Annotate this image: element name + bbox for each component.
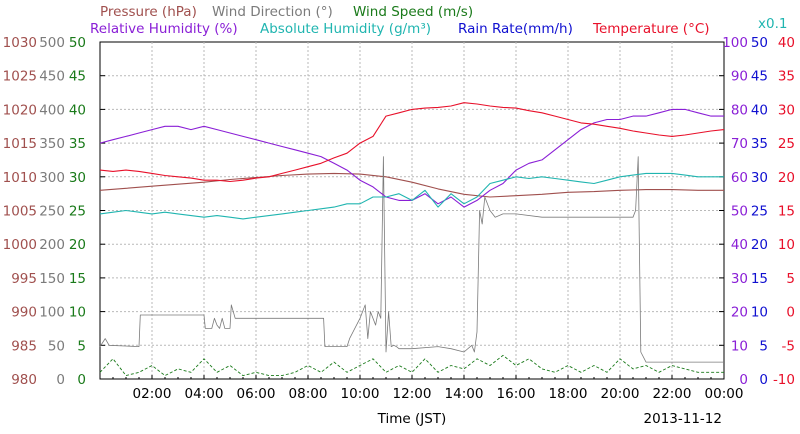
y-tick-label-rain-rate: 15: [751, 271, 768, 287]
y-tick-label-wind-direction: 100: [39, 305, 65, 321]
y-tick-label-temperature: -5: [782, 338, 795, 354]
x-tick-label: 14:00: [445, 386, 484, 402]
y-tick-label-temperature: -10: [773, 372, 795, 388]
x-tick-label: 02:00: [133, 386, 172, 402]
x-tick-label: 10:00: [341, 386, 380, 402]
y-tick-label-relative-humidity: 50: [731, 204, 748, 220]
y-tick-label-pressure: 980: [11, 372, 37, 388]
chart-date: 2013-11-12: [644, 411, 722, 427]
y-tick-label-pressure: 1015: [3, 136, 37, 152]
grid: [100, 42, 724, 379]
legend-wind-speed: Wind Speed (m/s): [353, 4, 473, 20]
x-tick-label: 12:00: [393, 386, 432, 402]
legend: Pressure (hPa) Wind Direction (°) Wind S…: [90, 4, 787, 37]
legend-multiplier: x0.1: [758, 16, 787, 32]
x-tick-label: 08:00: [289, 386, 328, 402]
y-tick-label-pressure: 1005: [3, 204, 37, 220]
y-tick-label-wind-speed: 20: [69, 237, 86, 253]
x-tick-label: 16:00: [497, 386, 536, 402]
legend-absolute-humidity: Absolute Humidity (g/m³): [260, 21, 431, 37]
y-tick-label-temperature: 0: [786, 305, 795, 321]
y-tick-label-relative-humidity: 30: [731, 271, 748, 287]
series-wind-direction: [99, 156, 724, 363]
x-tick-label: 18:00: [549, 386, 588, 402]
y-tick-label-pressure: 990: [11, 305, 37, 321]
y-tick-label-relative-humidity: 20: [731, 305, 748, 321]
y-tick-label-rain-rate: 25: [751, 204, 768, 220]
y-tick-label-relative-humidity: 80: [731, 102, 748, 118]
y-tick-label-temperature: 30: [778, 102, 795, 118]
series-lines: [99, 102, 725, 377]
y-tick-label-rain-rate: 20: [751, 237, 768, 253]
x-tick-label: 04:00: [185, 386, 224, 402]
y-tick-label-rain-rate: 5: [759, 338, 768, 354]
x-axis: 02:00 04:00 06:00 08:00 10:00 12:00 14:00 16:00…: [112, 375, 744, 402]
y-tick-label-wind-direction: 150: [39, 271, 65, 287]
legend-wind-direction: Wind Direction (°): [212, 4, 333, 20]
y-tick-label-wind-direction: 0: [56, 372, 65, 388]
legend-temperature: Temperature (°C): [592, 21, 710, 37]
x-axis-label: Time (JST): [377, 411, 447, 427]
y-tick-label-relative-humidity: 90: [731, 69, 748, 85]
y-tick-label-relative-humidity: 0: [739, 372, 748, 388]
y-tick-label-wind-speed: 0: [77, 372, 86, 388]
y-tick-label-wind-speed: 40: [69, 102, 86, 118]
y-tick-label-temperature: 20: [778, 170, 795, 186]
legend-pressure: Pressure (hPa): [100, 4, 197, 20]
y-tick-label-rain-rate: 45: [751, 69, 768, 85]
x-tick-label: 22:00: [653, 386, 692, 402]
y-tick-label-rain-rate: 0: [759, 372, 768, 388]
y-tick-label-rain-rate: 40: [751, 102, 768, 118]
y-tick-label-wind-speed: 15: [69, 271, 86, 287]
y-tick-label-rain-rate: 50: [751, 35, 768, 51]
y-tick-label-wind-direction: 350: [39, 136, 65, 152]
y-tick-label-wind-speed: 35: [69, 136, 86, 152]
legend-rain-rate: Rain Rate(mm/h): [458, 21, 573, 37]
y-tick-label-pressure: 1000: [3, 237, 37, 253]
y-tick-label-rain-rate: 10: [751, 305, 768, 321]
y-axes: 1030102510201015101010051000995990985980…: [3, 35, 795, 388]
y-tick-label-temperature: 25: [778, 136, 795, 152]
y-tick-label-relative-humidity: 100: [722, 35, 748, 51]
x-tick-label: 20:00: [601, 386, 640, 402]
y-tick-label-pressure: 1025: [3, 69, 37, 85]
series-wind-speed-m-s: [99, 354, 724, 377]
y-tick-label-pressure: 985: [11, 338, 37, 354]
y-tick-label-pressure: 1020: [3, 102, 37, 118]
legend-relative-humidity: Relative Humidity (%): [90, 21, 238, 37]
y-tick-label-temperature: 40: [778, 35, 795, 51]
series-temperature-c: [99, 102, 725, 183]
series-pressure-hpa: [99, 172, 724, 198]
y-tick-label-relative-humidity: 70: [731, 136, 748, 152]
y-tick-label-rain-rate: 30: [751, 170, 768, 186]
y-tick-label-pressure: 1030: [3, 35, 37, 51]
y-tick-label-wind-direction: 200: [39, 237, 65, 253]
y-tick-label-wind-direction: 250: [39, 204, 65, 220]
y-tick-label-wind-direction: 300: [39, 170, 65, 186]
y-tick-label-wind-direction: 400: [39, 102, 65, 118]
y-tick-label-wind-direction: 50: [48, 338, 65, 354]
y-tick-label-wind-speed: 25: [69, 204, 86, 220]
y-tick-label-rain-rate: 35: [751, 136, 768, 152]
y-tick-label-temperature: 5: [786, 271, 795, 287]
y-tick-label-relative-humidity: 40: [731, 237, 748, 253]
y-tick-label-temperature: 35: [778, 69, 795, 85]
y-tick-label-wind-speed: 50: [69, 35, 86, 51]
y-tick-label-temperature: 10: [778, 237, 795, 253]
y-tick-label-pressure: 1010: [3, 170, 37, 186]
y-tick-label-wind-speed: 5: [77, 338, 86, 354]
y-tick-label-wind-direction: 500: [39, 35, 65, 51]
y-tick-label-pressure: 995: [11, 271, 37, 287]
y-tick-label-wind-speed: 10: [69, 305, 86, 321]
y-tick-label-relative-humidity: 10: [731, 338, 748, 354]
x-tick-label: 00:00: [705, 386, 744, 402]
y-tick-label-wind-speed: 45: [69, 69, 86, 85]
y-tick-label-wind-direction: 450: [39, 69, 65, 85]
y-tick-label-relative-humidity: 60: [731, 170, 748, 186]
y-tick-label-wind-speed: 30: [69, 170, 86, 186]
y-tick-label-temperature: 15: [778, 204, 795, 220]
x-tick-label: 06:00: [237, 386, 276, 402]
series-absolute-humidity-g-m: [99, 172, 724, 220]
